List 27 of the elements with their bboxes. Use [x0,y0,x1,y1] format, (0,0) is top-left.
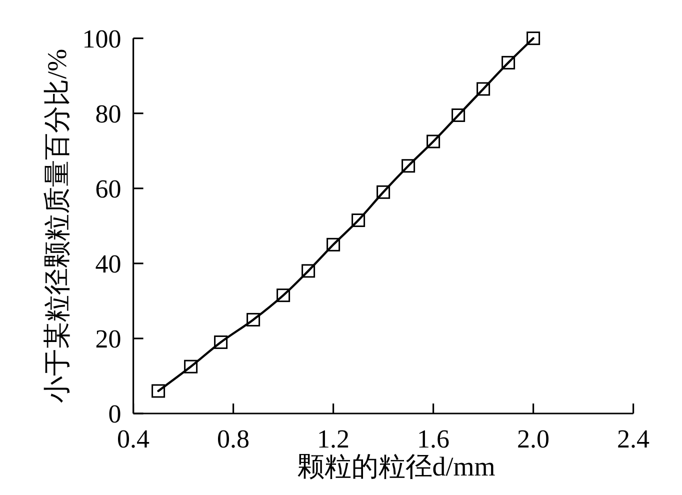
point [526,32,540,46]
point [426,134,440,148]
y-tick-label: 80 [95,99,122,128]
x-tick-label: 1.6 [417,424,450,454]
point [352,214,366,228]
point [452,108,466,122]
point [276,288,290,302]
point [214,335,228,349]
y-tick-label: 20 [95,324,122,354]
y-axis-title: 小于某粒径颗粒质量百分比/% [42,48,72,403]
y-tick-label: 60 [95,174,122,204]
point [402,159,416,173]
y-tick-label: 100 [82,24,122,54]
x-tick-label: 2.0 [517,424,550,454]
point [152,384,166,398]
x-tick-label: 2.4 [617,424,650,454]
point [326,238,340,252]
point [246,312,260,326]
x-tick-label: 1.2 [317,424,350,454]
point [376,185,390,199]
x-axis-title: 颗粒的粒径d/mm [297,452,496,482]
point [302,264,316,278]
point [476,82,490,96]
point [184,360,198,374]
x-tick-label: 0.8 [217,424,250,454]
point [502,56,516,70]
y-tick-label: 40 [95,249,122,278]
